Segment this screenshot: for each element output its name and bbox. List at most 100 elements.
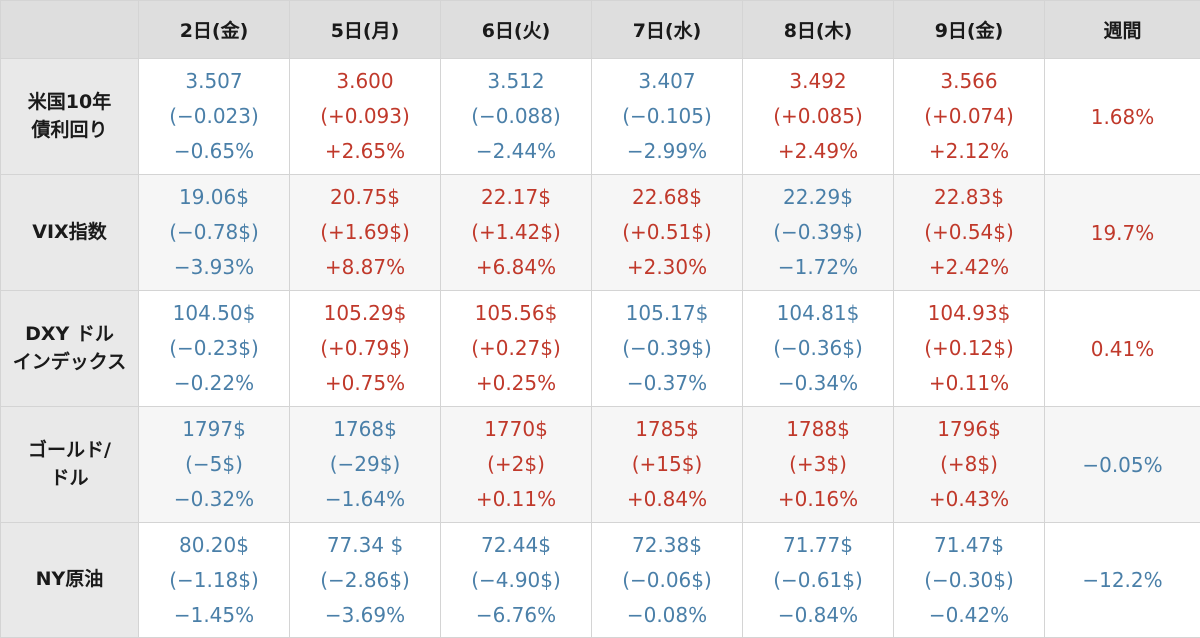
cell-change: (−0.088)	[441, 99, 591, 134]
cell-value: 104.50$	[139, 296, 289, 331]
cell-change: (−2.86$)	[290, 563, 440, 598]
cell-pct: +0.84%	[592, 482, 742, 517]
cell-value: 1785$	[592, 412, 742, 447]
cell-pct: −0.42%	[894, 598, 1044, 633]
data-cell: 1770$(+2$)+0.11%	[441, 407, 592, 523]
cell-value: 104.81$	[743, 296, 893, 331]
data-cell: 72.44$(−4.90$)−6.76%	[441, 523, 592, 638]
cell-value: 20.75$	[290, 180, 440, 215]
cell-change: (−0.023)	[139, 99, 289, 134]
cell-value: 22.83$	[894, 180, 1044, 215]
data-cell: 71.77$(−0.61$)−0.84%	[743, 523, 894, 638]
cell-pct: +0.11%	[894, 366, 1044, 401]
cell-pct: −2.99%	[592, 134, 742, 169]
cell-pct: −0.84%	[743, 598, 893, 633]
cell-value: 72.44$	[441, 528, 591, 563]
cell-change: (+2$)	[441, 447, 591, 482]
row-label: ゴールド/ドル	[1, 407, 139, 523]
cell-change: (+0.79$)	[290, 331, 440, 366]
cell-pct: +0.11%	[441, 482, 591, 517]
row-label-line: ドル	[1, 465, 138, 493]
cell-change: (+1.69$)	[290, 215, 440, 250]
data-cell: 80.20$(−1.18$)−1.45%	[139, 523, 290, 638]
cell-change: (+15$)	[592, 447, 742, 482]
cell-change: (+0.074)	[894, 99, 1044, 134]
row-label: VIX指数	[1, 175, 139, 291]
data-cell: 1788$(+3$)+0.16%	[743, 407, 894, 523]
cell-change: (+0.085)	[743, 99, 893, 134]
header-day-2: 5日(月)	[290, 1, 441, 59]
cell-value: 1768$	[290, 412, 440, 447]
row-label-line: NY原油	[1, 566, 138, 594]
cell-value: 3.407	[592, 64, 742, 99]
cell-pct: −3.93%	[139, 250, 289, 285]
cell-change: (−0.06$)	[592, 563, 742, 598]
data-cell: 104.81$(−0.36$)−0.34%	[743, 291, 894, 407]
cell-value: 22.29$	[743, 180, 893, 215]
data-cell: 3.507(−0.023)−0.65%	[139, 59, 290, 175]
cell-change: (−0.36$)	[743, 331, 893, 366]
cell-pct: +2.30%	[592, 250, 742, 285]
row-label-line: 米国10年	[1, 89, 138, 117]
cell-value: 105.17$	[592, 296, 742, 331]
cell-value: 71.47$	[894, 528, 1044, 563]
data-cell: 72.38$(−0.06$)−0.08%	[592, 523, 743, 638]
cell-pct: −0.37%	[592, 366, 742, 401]
cell-pct: −2.44%	[441, 134, 591, 169]
data-cell: 22.68$(+0.51$)+2.30%	[592, 175, 743, 291]
data-cell: 19.06$(−0.78$)−3.93%	[139, 175, 290, 291]
row-label: NY原油	[1, 523, 139, 638]
row-label: 米国10年債利回り	[1, 59, 139, 175]
cell-value: 22.68$	[592, 180, 742, 215]
data-cell: 77.34 $(−2.86$)−3.69%	[290, 523, 441, 638]
header-day-5: 8日(木)	[743, 1, 894, 59]
cell-change: (+1.42$)	[441, 215, 591, 250]
header-day-6: 9日(金)	[894, 1, 1045, 59]
cell-change: (−1.18$)	[139, 563, 289, 598]
cell-pct: −1.72%	[743, 250, 893, 285]
cell-pct: +0.43%	[894, 482, 1044, 517]
cell-change: (−0.30$)	[894, 563, 1044, 598]
data-cell: 3.407(−0.105)−2.99%	[592, 59, 743, 175]
header-row: 2日(金) 5日(月) 6日(火) 7日(水) 8日(木) 9日(金) 週間	[1, 1, 1200, 59]
weekly-change-cell: 19.7%	[1045, 175, 1200, 291]
row-label-line: DXY ドル	[1, 321, 138, 349]
row-label-line: VIX指数	[1, 219, 138, 247]
data-cell: 105.17$(−0.39$)−0.37%	[592, 291, 743, 407]
data-cell: 20.75$(+1.69$)+8.87%	[290, 175, 441, 291]
cell-pct: +2.12%	[894, 134, 1044, 169]
header-day-4: 7日(水)	[592, 1, 743, 59]
data-cell: 71.47$(−0.30$)−0.42%	[894, 523, 1045, 638]
data-cell: 104.93$(+0.12$)+0.11%	[894, 291, 1045, 407]
cell-value: 1788$	[743, 412, 893, 447]
data-cell: 1785$(+15$)+0.84%	[592, 407, 743, 523]
cell-pct: −1.45%	[139, 598, 289, 633]
cell-value: 105.29$	[290, 296, 440, 331]
cell-value: 1796$	[894, 412, 1044, 447]
cell-change: (+8$)	[894, 447, 1044, 482]
data-cell: 22.17$(+1.42$)+6.84%	[441, 175, 592, 291]
cell-change: (−0.23$)	[139, 331, 289, 366]
data-cell: 104.50$(−0.23$)−0.22%	[139, 291, 290, 407]
cell-pct: +2.65%	[290, 134, 440, 169]
header-day-1: 2日(金)	[139, 1, 290, 59]
cell-value: 104.93$	[894, 296, 1044, 331]
data-cell: 1797$(−5$)−0.32%	[139, 407, 290, 523]
corner-cell	[1, 1, 139, 59]
data-cell: 1796$(+8$)+0.43%	[894, 407, 1045, 523]
cell-change: (+0.27$)	[441, 331, 591, 366]
cell-pct: −3.69%	[290, 598, 440, 633]
cell-value: 72.38$	[592, 528, 742, 563]
weekly-change-cell: −12.2%	[1045, 523, 1200, 638]
data-cell: 22.29$(−0.39$)−1.72%	[743, 175, 894, 291]
cell-value: 22.17$	[441, 180, 591, 215]
cell-pct: +2.42%	[894, 250, 1044, 285]
cell-pct: +0.16%	[743, 482, 893, 517]
cell-pct: +2.49%	[743, 134, 893, 169]
data-cell: 3.600(+0.093)+2.65%	[290, 59, 441, 175]
cell-value: 77.34 $	[290, 528, 440, 563]
